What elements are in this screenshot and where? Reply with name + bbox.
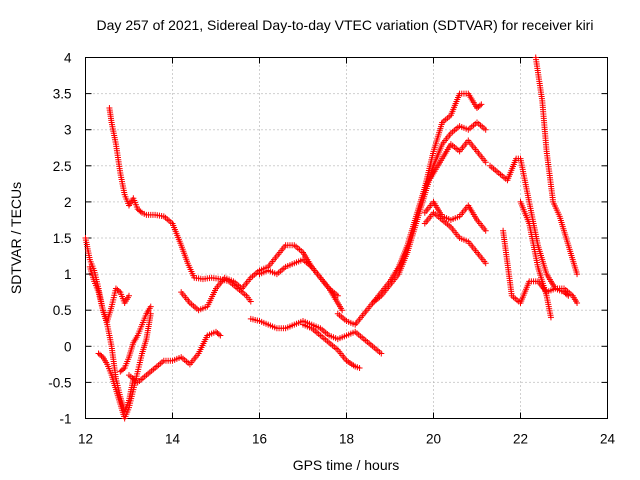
x-tick-label: 12 [78, 432, 93, 447]
series-arc [86, 263, 137, 415]
series-arc [500, 227, 572, 306]
data-point [147, 303, 154, 310]
y-axis-ticks: -1 -0.5 0 0.5 1 1.5 2 2.5 3 3.5 4 [48, 51, 608, 427]
y-tick-label: 0.5 [53, 303, 72, 318]
series-arc [421, 137, 489, 191]
data-point [476, 102, 483, 109]
chart-title: Day 257 of 2021, Sidereal Day-to-day VTE… [97, 17, 594, 33]
y-tick-label: -1 [59, 412, 71, 427]
data-point [574, 271, 581, 278]
data-point [547, 314, 554, 321]
data-point [563, 291, 570, 298]
series-arc [487, 155, 581, 306]
data-point [215, 331, 222, 338]
y-tick-label: 2.5 [53, 159, 72, 174]
series-arc [247, 315, 385, 357]
data-point [98, 352, 105, 359]
data-point [115, 287, 122, 294]
series-arc [117, 303, 154, 375]
series-arc [300, 321, 363, 371]
data-points [82, 54, 581, 422]
series-arc [95, 310, 154, 422]
series-arc [256, 256, 341, 299]
x-axis-ticks: 12 14 16 18 20 22 24 [78, 57, 616, 447]
data-point [482, 159, 489, 166]
data-point [217, 332, 224, 339]
series-arc [421, 198, 489, 234]
x-axis-label: GPS time / hours [293, 457, 400, 473]
data-point [482, 227, 489, 234]
series-arc [369, 119, 489, 306]
x-tick-label: 16 [252, 432, 267, 447]
y-tick-label: 1.5 [53, 231, 72, 246]
series-arc [421, 209, 489, 267]
y-tick-label: 3.5 [53, 87, 72, 102]
data-point [120, 366, 127, 373]
y-axis-label: SDTVAR / TECUs [8, 182, 24, 294]
data-point [478, 101, 485, 108]
x-tick-label: 20 [426, 432, 441, 447]
series-arc [126, 328, 224, 386]
data-point [482, 126, 489, 133]
x-tick-label: 18 [339, 432, 354, 447]
data-point [574, 299, 581, 306]
x-tick-label: 22 [513, 432, 528, 447]
y-tick-label: 3 [64, 123, 72, 138]
grid [85, 57, 608, 419]
series-arc [517, 198, 554, 321]
y-tick-label: 0 [64, 339, 72, 354]
y-tick-label: 4 [64, 51, 72, 66]
data-point [378, 350, 385, 357]
data-point [137, 208, 144, 215]
data-point [356, 364, 363, 371]
data-point [247, 298, 254, 305]
series-arc [106, 105, 254, 305]
series-arc [532, 54, 581, 278]
y-tick-label: 2 [64, 195, 72, 210]
data-point [334, 292, 341, 299]
x-tick-label: 24 [600, 432, 616, 447]
data-point [339, 307, 346, 314]
x-tick-label: 14 [165, 432, 181, 447]
y-tick-label: -0.5 [48, 375, 71, 390]
y-tick-label: 1 [64, 267, 72, 282]
data-point [126, 292, 132, 299]
data-point [565, 292, 572, 299]
data-point [482, 260, 489, 267]
